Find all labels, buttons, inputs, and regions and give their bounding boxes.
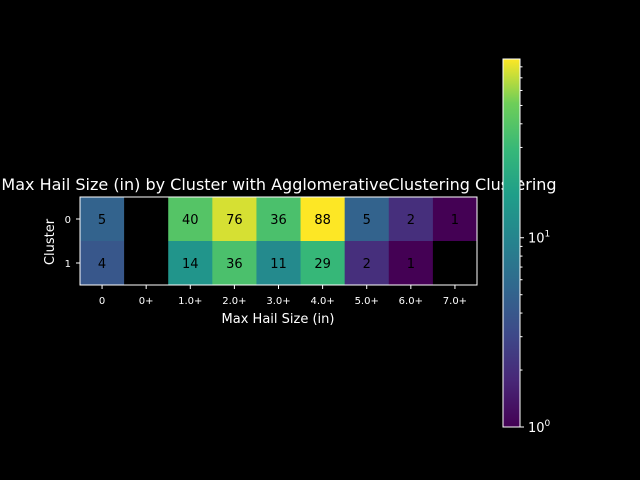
- heatmap-cell-label: 36: [270, 213, 287, 228]
- heatmap-cell: [432, 197, 478, 242]
- heatmap-cell: [388, 197, 434, 242]
- chart-title: Max Hail Size (in) by Cluster with Agglo…: [1, 175, 556, 194]
- heatmap-cell: [256, 241, 302, 286]
- x-tick-label: 1.0+: [178, 296, 202, 307]
- heatmap-cell-label: 1: [407, 257, 415, 272]
- heatmap-cell-labels: 5 40 76 36 88 5 2 14 14 36 11 29 2 1: [98, 213, 459, 272]
- x-tick-label: 2.0+: [222, 296, 246, 307]
- colorbar-gradient: [502, 58, 521, 428]
- x-axis-label: Max Hail Size (in): [222, 312, 335, 327]
- heatmap-cell: [388, 241, 434, 286]
- y-axis-label: Cluster: [43, 218, 58, 265]
- colorbar-tick-label: 100: [528, 419, 551, 436]
- heatmap-cell: [300, 197, 346, 242]
- heatmap-cell-label: 29: [314, 257, 331, 272]
- heatmap-cell: [80, 197, 125, 242]
- x-tick-label: 0+: [139, 296, 154, 307]
- heatmap-cell: [300, 241, 346, 286]
- heatmap-cell: [124, 241, 169, 286]
- colorbar-tick-label: 101: [528, 230, 550, 247]
- heatmap-cell: [344, 197, 390, 242]
- heatmap-cell: [256, 197, 302, 242]
- heatmap-cell: [168, 197, 213, 242]
- heatmap-cell-label: 36: [226, 257, 243, 272]
- heatmap-cells: [80, 197, 478, 286]
- x-tick-label: 7.0+: [443, 296, 467, 307]
- heatmap-cell-label: 88: [314, 213, 331, 228]
- y-axis-ticks: 01: [65, 215, 80, 270]
- heatmap-cell-label: 40: [182, 213, 199, 228]
- x-axis-ticks: 0 0+ 1.0+ 2.0+ 3.0+ 4.0+ 5.0+ 6.0+ 7.0+: [99, 285, 467, 307]
- heatmap-cell-label: 2: [363, 257, 371, 272]
- y-tick-label: 0: [65, 215, 71, 226]
- heatmap-cell-label: 5: [98, 213, 106, 228]
- heatmap-cell: [168, 241, 213, 286]
- heatmap-cell-label: 2: [407, 213, 415, 228]
- x-tick-label: 5.0+: [355, 296, 379, 307]
- heatmap-cell-label: 5: [363, 213, 371, 228]
- heatmap-cell: [344, 241, 390, 286]
- x-tick-label: 4.0+: [310, 296, 334, 307]
- heatmap-cell-label: 76: [226, 213, 243, 228]
- heatmap-cell-label: 11: [270, 257, 287, 272]
- colorbar-ticks: 100 101: [520, 66, 551, 436]
- x-tick-label: 0: [99, 296, 105, 307]
- x-tick-label: 3.0+: [266, 296, 290, 307]
- heatmap-cell: [212, 197, 257, 242]
- y-tick-label: 1: [65, 259, 71, 270]
- heatmap-cell-label: 14: [182, 257, 199, 272]
- heatmap-cell: [124, 197, 169, 242]
- heatmap-cell-label: 4: [98, 257, 106, 272]
- heatmap-cell: [212, 241, 257, 286]
- x-tick-label: 6.0+: [399, 296, 423, 307]
- heatmap-cell-label: 1: [451, 213, 459, 228]
- colorbar: 100 101: [502, 58, 551, 436]
- heatmap-cell: [80, 241, 125, 286]
- heatmap-cell: [432, 241, 478, 286]
